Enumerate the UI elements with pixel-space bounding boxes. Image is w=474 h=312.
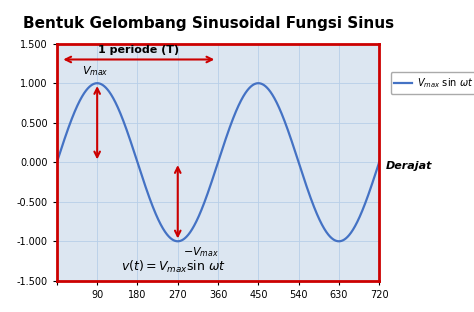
$V_{max}$ sin $\omega t$ [211,173,217,177]
Text: Bentuk Gelombang Sinusoidal Fungsi Sinus: Bentuk Gelombang Sinusoidal Fungsi Sinus [23,16,394,31]
Text: Derajat: Derajat [386,161,432,171]
Text: $v(t) = V_{max}{\rm sin}\ \omega t$: $v(t) = V_{max}{\rm sin}\ \omega t$ [121,259,226,275]
$V_{max}$ sin $\omega t$ [94,81,100,85]
$V_{max}$ sin $\omega t$ [54,160,60,164]
Text: 1 periode (T): 1 periode (T) [98,45,179,55]
$V_{max}$ sin $\omega t$ [367,188,373,192]
$V_{max}$ sin $\omega t$ [202,198,208,202]
Text: $-V_{max}$: $-V_{max}$ [183,245,219,259]
$V_{max}$ sin $\omega t$ [376,160,382,164]
$V_{max}$ sin $\omega t$ [71,113,76,117]
$V_{max}$ sin $\omega t$ [367,188,373,191]
Text: $V_{max}$: $V_{max}$ [82,65,108,78]
$V_{max}$ sin $\omega t$ [308,197,314,200]
Line: $V_{max}$ sin $\omega t$: $V_{max}$ sin $\omega t$ [57,83,379,241]
Legend: $V_{max}$ sin $\omega t$: $V_{max}$ sin $\omega t$ [391,72,474,94]
$V_{max}$ sin $\omega t$ [336,239,342,243]
